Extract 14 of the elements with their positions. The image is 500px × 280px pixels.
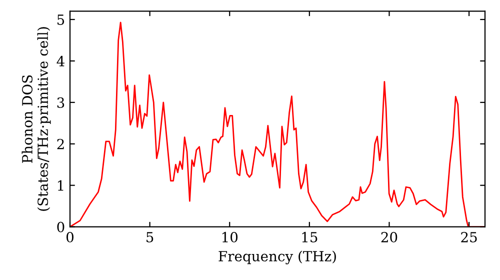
y-tick-label: 1 xyxy=(58,180,64,191)
x-axis-title: Frequency (THz) xyxy=(218,250,336,264)
y-axis-title: Phonon DOS (States/THz·primitive cell) xyxy=(22,27,51,211)
x-tick-label: 5 xyxy=(146,232,154,242)
y-tick-label: 0 xyxy=(57,222,64,232)
y-tick-label: 3 xyxy=(57,97,64,108)
x-tick-label: 10 xyxy=(222,232,238,242)
x-tick-label: 20 xyxy=(381,232,398,242)
y-tick-label: 2 xyxy=(57,138,64,150)
y-tick-label: 4 xyxy=(56,56,64,66)
x-tick-label: 25 xyxy=(461,232,477,242)
x-tick-label: 0 xyxy=(66,232,74,242)
x-tick-label: 15 xyxy=(302,232,318,242)
y-tick-label: 5 xyxy=(57,14,64,25)
